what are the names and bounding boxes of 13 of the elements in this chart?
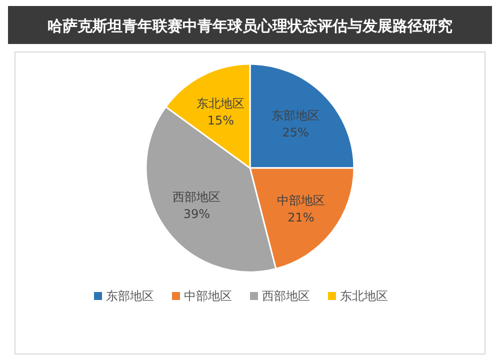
- slice-label: 东北地区: [196, 96, 245, 111]
- slice-label: 西部地区: [172, 190, 221, 204]
- data-label: 39%: [183, 207, 210, 222]
- legend-label: 西部地区: [262, 289, 310, 303]
- legend-label: 东部地区: [106, 289, 154, 303]
- slice-label: 中部地区: [276, 194, 325, 208]
- chart-title: 哈萨克斯坦青年联赛中青年球员心理状态评估与发展路径研究: [48, 17, 452, 35]
- data-label: 15%: [207, 114, 234, 128]
- legend-label: 东北地区: [340, 289, 388, 303]
- legend-label: 中部地区: [184, 289, 232, 303]
- data-label: 25%: [282, 125, 309, 140]
- slice-label: 东部地区: [272, 108, 320, 122]
- data-label: 21%: [288, 210, 314, 225]
